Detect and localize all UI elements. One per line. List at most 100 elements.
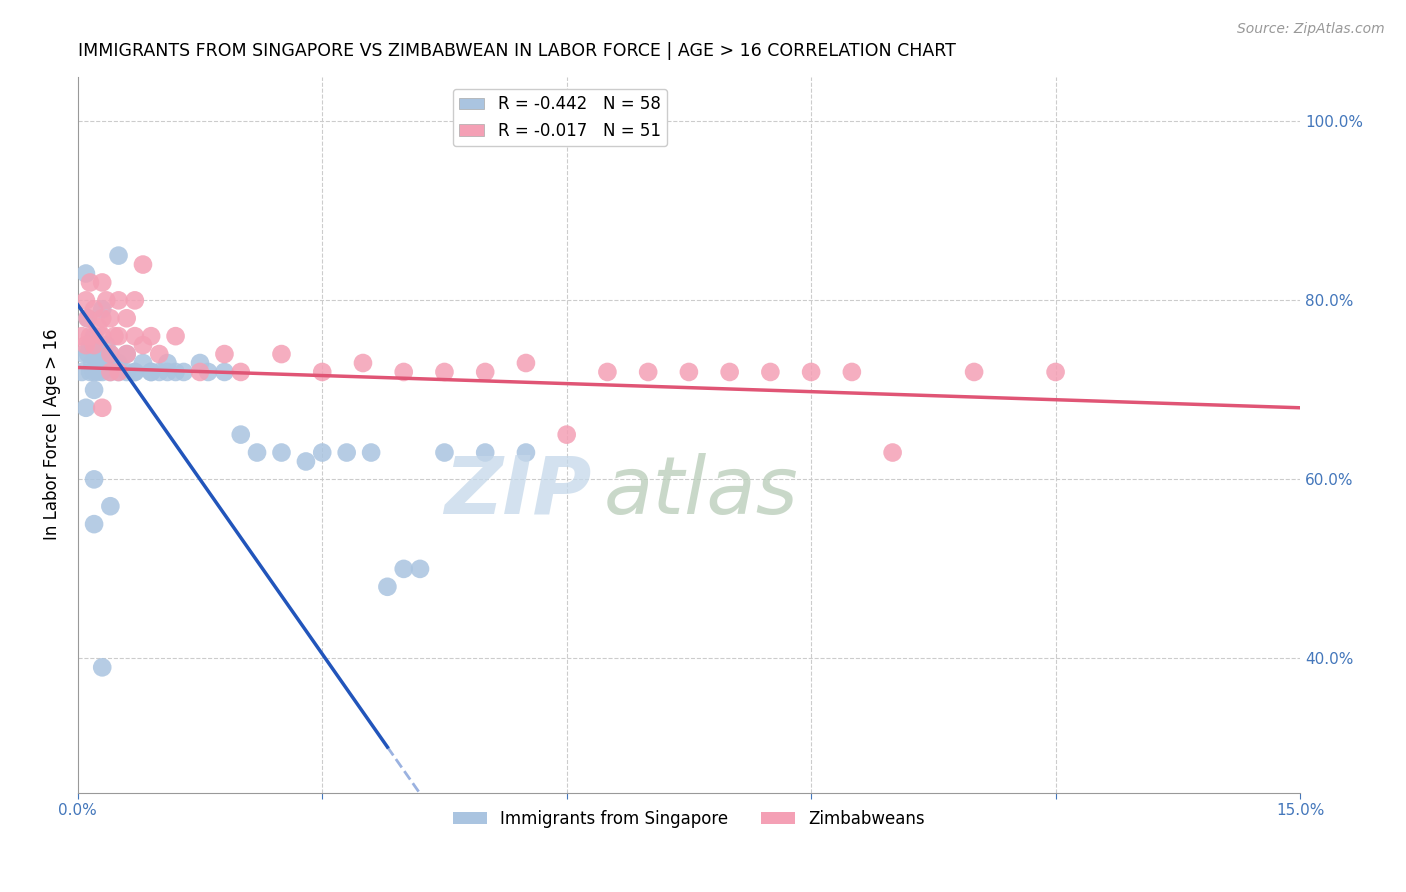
Point [377, 580, 399, 594]
Point [100, 365, 122, 379]
Point [79, 338, 101, 352]
Point [115, 311, 138, 326]
Point [100, 365, 122, 379]
Text: Source: ZipAtlas.com: Source: ZipAtlas.com [1237, 22, 1385, 37]
Point [336, 445, 359, 459]
Point [84, 347, 107, 361]
Point [229, 365, 252, 379]
Point [103, 356, 125, 370]
Point [637, 365, 659, 379]
Point [91, 401, 114, 415]
Point [882, 445, 904, 459]
Legend: Immigrants from Singapore, Zimbabweans: Immigrants from Singapore, Zimbabweans [447, 803, 931, 834]
Point [124, 329, 146, 343]
Point [76, 311, 98, 326]
Point [229, 427, 252, 442]
Point [83, 517, 105, 532]
Point [139, 329, 162, 343]
Point [107, 356, 129, 370]
Point [165, 365, 187, 379]
Text: ZIP: ZIP [444, 453, 591, 531]
Point [1045, 365, 1067, 379]
Point [515, 356, 537, 370]
Point [270, 347, 292, 361]
Point [100, 347, 122, 361]
Point [115, 347, 138, 361]
Point [107, 249, 129, 263]
Text: atlas: atlas [603, 453, 799, 531]
Point [83, 302, 105, 317]
Point [100, 347, 122, 361]
Point [100, 500, 122, 514]
Point [79, 276, 101, 290]
Point [87, 356, 110, 370]
Point [100, 311, 122, 326]
Point [173, 365, 195, 379]
Point [555, 427, 578, 442]
Point [73, 347, 96, 361]
Point [76, 311, 98, 326]
Point [718, 365, 741, 379]
Point [596, 365, 619, 379]
Point [433, 365, 456, 379]
Point [83, 338, 105, 352]
Point [515, 445, 537, 459]
Point [91, 329, 114, 343]
Point [156, 365, 179, 379]
Point [132, 258, 155, 272]
Point [474, 445, 496, 459]
Point [79, 329, 101, 343]
Point [91, 311, 114, 326]
Point [107, 329, 129, 343]
Point [103, 329, 125, 343]
Text: IMMIGRANTS FROM SINGAPORE VS ZIMBABWEAN IN LABOR FORCE | AGE > 16 CORRELATION CH: IMMIGRANTS FROM SINGAPORE VS ZIMBABWEAN … [77, 42, 956, 60]
Point [107, 293, 129, 308]
Point [392, 562, 415, 576]
Point [352, 356, 374, 370]
Point [96, 338, 118, 352]
Point [392, 365, 415, 379]
Point [107, 365, 129, 379]
Point [188, 365, 211, 379]
Point [91, 365, 114, 379]
Point [91, 660, 114, 674]
Point [124, 293, 146, 308]
Point [87, 365, 110, 379]
Point [165, 329, 187, 343]
Point [124, 365, 146, 379]
Point [70, 329, 93, 343]
Point [800, 365, 823, 379]
Point [841, 365, 863, 379]
Point [139, 365, 162, 379]
Point [87, 320, 110, 334]
Point [91, 347, 114, 361]
Point [132, 356, 155, 370]
Point [70, 365, 93, 379]
Point [75, 267, 97, 281]
Point [214, 347, 236, 361]
Point [115, 347, 138, 361]
Point [759, 365, 782, 379]
Point [311, 445, 333, 459]
Point [270, 445, 292, 459]
Point [83, 365, 105, 379]
Point [295, 454, 318, 468]
Point [83, 329, 105, 343]
Point [75, 338, 97, 352]
Point [75, 293, 97, 308]
Point [360, 445, 382, 459]
Point [156, 356, 179, 370]
Point [963, 365, 986, 379]
Point [433, 445, 456, 459]
Point [148, 347, 170, 361]
Point [188, 356, 211, 370]
Point [124, 365, 146, 379]
Y-axis label: In Labor Force | Age > 16: In Labor Force | Age > 16 [44, 329, 60, 541]
Point [96, 293, 118, 308]
Point [107, 365, 129, 379]
Point [82, 356, 104, 370]
Point [139, 365, 162, 379]
Point [77, 347, 100, 361]
Point [132, 338, 155, 352]
Point [91, 302, 114, 317]
